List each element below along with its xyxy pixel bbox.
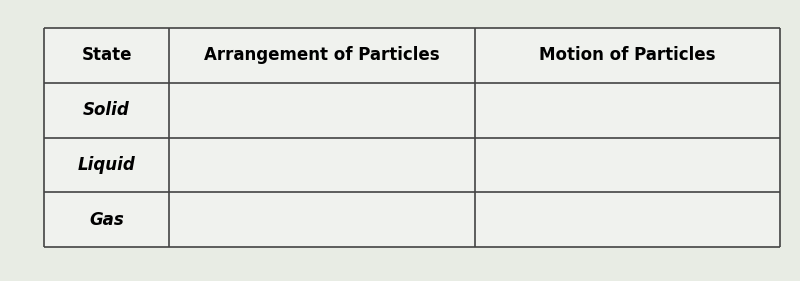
Text: Solid: Solid	[83, 101, 130, 119]
Bar	[44, 28, 780, 247]
Text: State: State	[82, 46, 132, 65]
Text: Motion of Particles: Motion of Particles	[539, 46, 715, 65]
Text: Gas: Gas	[89, 211, 124, 229]
Text: Liquid: Liquid	[78, 156, 135, 174]
Text: Arrangement of Particles: Arrangement of Particles	[204, 46, 440, 65]
